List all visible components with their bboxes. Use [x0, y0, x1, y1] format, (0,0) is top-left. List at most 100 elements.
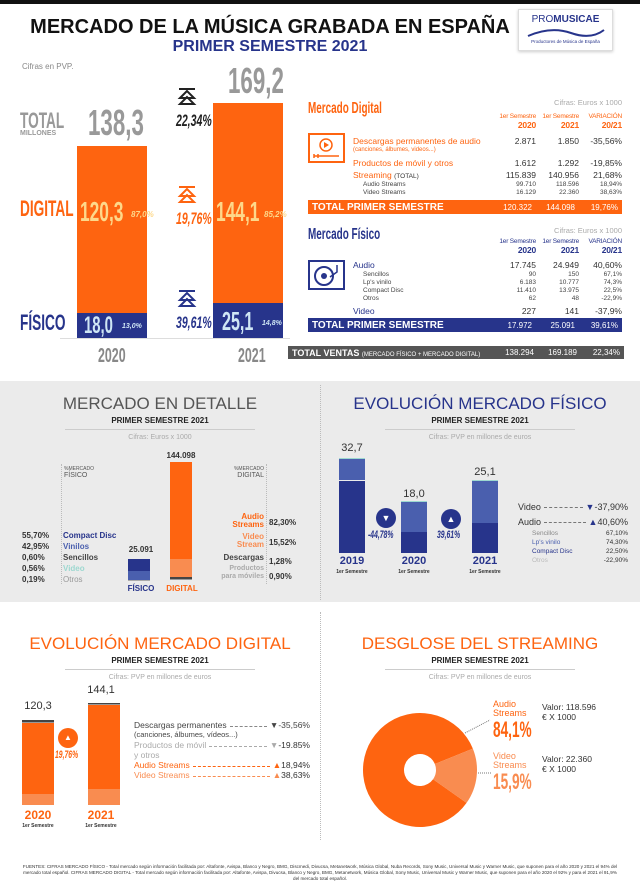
table-subrow: Lp's vinilo 6.183 10.777 74,3%: [363, 279, 622, 286]
table-subrow: Otros 62 48 -22,9%: [363, 295, 622, 302]
evol-digital-header: EVOLUCIÓN MERCADO DIGITAL PRIMER SEMESTRE…: [29, 634, 291, 681]
year-2020: 2020: [98, 345, 126, 367]
table-subrow: Sencillos 90 150 67,1%: [363, 271, 622, 278]
bar-2021-lp-s-vinilo-est-: [472, 523, 498, 553]
pie-slice-audio-streams: [363, 713, 473, 827]
detalle-header: MERCADO EN DETALLE PRIMER SEMESTRE 2021 Ci…: [62, 394, 258, 441]
top-rule: [0, 0, 640, 4]
evol-fisico-chart: [339, 458, 498, 553]
fisico-label: FÍSICO: [20, 310, 66, 335]
digital-2020-pct: 87,0%: [131, 210, 154, 219]
year-2021: 2021: [238, 345, 266, 367]
bar-2021-compact-disc-est-: [472, 480, 498, 524]
digital-2021-pct: 85,2%: [264, 210, 287, 219]
promusicae-logo: PROMUSICAE Productores de Música de Espa…: [518, 9, 613, 51]
audio-streams-value: Valor: 118.596 € X 1000: [542, 702, 597, 722]
period-label: 1er Semestre: [22, 823, 54, 829]
fisico-2021: 25,1: [222, 306, 254, 336]
bar-2020-video-streams: [22, 793, 54, 805]
bar-2021-productos-de-m-vil: [88, 703, 120, 705]
table-row: Video 227 141 -37,9%: [353, 306, 622, 316]
sources-footer: FUENTES: CIFRAS MERCADO FÍSICO - Total m…: [22, 864, 618, 881]
total-label: 18,0: [403, 488, 425, 500]
table-subrow: Audio Streams 99.710 118.596 18,94%: [363, 181, 622, 188]
table-row: Audio 17.745 24.949 40,60%: [353, 260, 622, 270]
period-label: 1er Semestre: [336, 569, 368, 575]
bar-físico-compact-disc-audio-streams: [128, 559, 150, 571]
year-label: 2019: [339, 555, 365, 567]
total-variation: 22,34%: [165, 88, 212, 131]
fisico-share-head: %MERCADO FÍSICO: [64, 466, 95, 479]
digital-label: DIGITAL: [20, 196, 74, 221]
bar-2020-lp-s-vinilo-est-: [401, 531, 427, 553]
increase-icon: ▲: [58, 728, 78, 748]
audio-streams-label: Audio Streams 84,1%: [493, 699, 532, 742]
bar-2020-audio-streams: [22, 722, 54, 794]
table-header: 1er Semestre 2020 1er Semestre 2021 VARIACIÓ…: [499, 113, 622, 130]
bar-digital-vinilos-video-stream: [170, 559, 192, 578]
year-label: 2021: [87, 808, 115, 822]
bar-2021-f-sico: [213, 303, 283, 338]
video-streams-value: Valor: 22.360 € X 1000: [542, 754, 592, 774]
evol-fisico-header: EVOLUCIÓN MERCADO FÍSICO PRIMER SEMESTRE …: [353, 394, 607, 441]
bar-2020-compact-disc-est-: [401, 501, 427, 532]
figures-note: Cifras en PVP.: [22, 62, 74, 71]
table-row: Descargas permanentes de audio 2.871 1.850…: [353, 136, 622, 146]
digital-table: Mercado Digital Cifras: Euros x 1000 1er…: [308, 98, 622, 216]
divider: [320, 612, 321, 840]
main-chart: [0, 0, 290, 370]
streaming-header: DESGLOSE DEL STREAMING PRIMER SEMESTRE 20…: [361, 634, 599, 681]
digital-legend: Descargas permanentes ▼ -35,56% (canciones…: [134, 720, 310, 780]
digital-breakdown-pcts: 82,30% 15,52% 1,28% 0,90%: [269, 518, 297, 581]
bar-2020-productos-de-m-vil: [22, 721, 54, 723]
fisico-axis-label: FÍSICO: [127, 584, 155, 593]
evol-digital-chart: [0, 0, 320, 840]
year-label: 2020: [401, 555, 427, 567]
total-label: 25,1: [474, 466, 496, 478]
year-label: 2021: [472, 555, 498, 567]
bar-2020-f-sico: [77, 312, 147, 338]
digital-total-row: TOTAL PRIMER SEMESTRE 120.322 144.098 19,76…: [308, 200, 622, 214]
digital-share-head: %MERCADO DIGITAL: [233, 466, 264, 479]
digital-music-icon: [308, 133, 345, 163]
fisico-table: Mercado Físico Cifras: Euros x 1000 1er …: [308, 226, 622, 336]
dotted-guide: [61, 464, 62, 584]
digital-variation: 19,76%: [165, 186, 212, 229]
units-note: Cifras: Euros x 1000: [554, 226, 622, 235]
year-label: 2020: [24, 808, 52, 822]
units-note: Cifras: Euros x 1000: [554, 98, 622, 107]
bar-2019-video-otros-est-: [339, 458, 365, 460]
total-label: 120,3: [24, 700, 52, 712]
bar-2019-compact-disc-est-: [339, 459, 365, 481]
change-2020: -44,78%: [368, 529, 394, 541]
fisico-total-row: TOTAL PRIMER SEMESTRE 17.972 25.091 39,61%: [308, 318, 622, 332]
turntable-icon: [308, 260, 345, 290]
table-row: Productos de móvil y otros 1.612 1.292 -19,…: [353, 158, 622, 168]
row-note: (canciones, álbumes, videos...): [353, 147, 436, 153]
digital-table-title: Mercado Digital: [308, 100, 382, 117]
fisico-2021-pct: 14,8%: [262, 320, 282, 327]
change-2021: 39,61%: [437, 529, 461, 541]
digital-2020: 120,3: [80, 196, 124, 227]
bar-2020-digital: [77, 145, 147, 313]
total-2021: 169,2: [228, 60, 284, 101]
digital-axis-label: DIGITAL: [166, 584, 198, 593]
bar-2020-video-otros-est-: [401, 500, 427, 502]
bar-2021-video-otros-est-: [472, 480, 498, 481]
total-2020: 138,3: [88, 102, 144, 143]
increase-icon: ▲: [441, 509, 461, 529]
total-label: 144,1: [87, 684, 115, 696]
change-2021: 19,76%: [55, 749, 79, 761]
period-label: 1er Semestre: [398, 569, 430, 575]
fisico-legend: Video ▼ -37,90% Audio ▲ 40,60% Sencillos 67,1…: [518, 502, 628, 564]
fisico-variation: 39,61%: [165, 290, 212, 333]
increase-icon: [177, 186, 197, 203]
bar-2021-video-streams: [88, 789, 120, 805]
table-subrow: Video Streams 16.129 22.360 38,63%: [363, 189, 622, 196]
bar-digital-sencillos-video-descargas: [170, 577, 192, 579]
table-header: 1er Semestre 2020 1er Semestre 2021 VARIACIÓ…: [499, 238, 622, 255]
pie-slice-video-streams: [433, 748, 477, 803]
page-title: MERCADO DE LA MÚSICA GRABADA EN ESPAÑA: [30, 16, 510, 38]
total-label: 32,7: [341, 442, 363, 454]
increase-icon: [177, 290, 197, 307]
